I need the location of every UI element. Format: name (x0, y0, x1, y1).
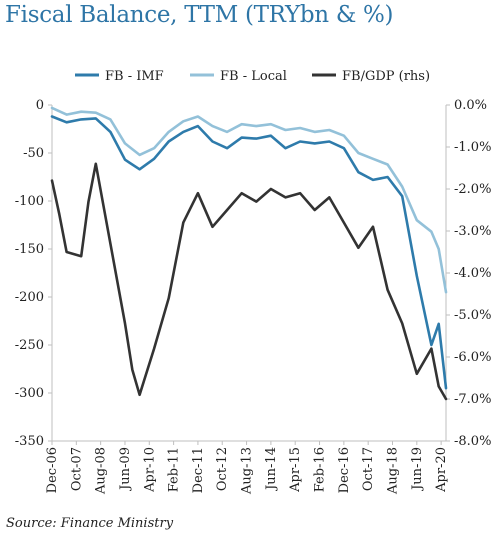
x-tick-label: Dec-16 (337, 447, 352, 493)
y-axis-right: 0.0% -1.0% -2.0% -3.0% -4.0% -5.0% -6.0% -7.0% -… (445, 98, 491, 449)
x-tick-label: Apr-15 (288, 447, 303, 493)
y-right-tick-label: -5.0% (454, 308, 491, 323)
fb-local-line (50, 106, 448, 294)
fb-gdp-line (50, 162, 448, 401)
y-right-tick-label: -7.0% (454, 392, 491, 407)
y-axis-left: 0 -50 -100 -150 -200 -250 -300 -350 (15, 98, 53, 449)
x-tick-label: Oct-12 (215, 447, 230, 491)
x-tick-label: Jun-14 (264, 447, 279, 492)
fb-imf-line (50, 115, 448, 390)
y-left-tick-label: 0 (36, 98, 44, 113)
y-right-tick-label: -3.0% (454, 224, 491, 239)
chart-title: Fiscal Balance, TTM (TRYbn & %) (5, 2, 394, 28)
y-right-tick-label: -2.0% (454, 182, 491, 197)
y-left-tick-label: -150 (15, 242, 44, 257)
source-note: Source: Finance Ministry (6, 516, 174, 531)
y-right-tick-label: -8.0% (454, 434, 491, 449)
x-tick-label: Jun-09 (118, 447, 133, 492)
y-left-tick-label: -250 (15, 338, 44, 353)
y-left-tick-label: -100 (15, 194, 44, 209)
legend-label: FB/GDP (rhs) (342, 69, 430, 84)
y-left-tick-label: -300 (15, 386, 44, 401)
y-right-tick-label: -1.0% (454, 140, 491, 155)
x-axis: Dec-06 Oct-07 Aug-08 Jun-09 Apr-10 Feb-11 Dec-… (45, 440, 449, 495)
x-tick-label: Apr-10 (142, 447, 157, 493)
legend-label: FB - Local (220, 69, 287, 84)
y-right-tick-label: -4.0% (454, 266, 491, 281)
x-tick-label: Apr-20 (434, 447, 449, 493)
y-left-tick-label: -50 (23, 146, 44, 161)
legend: FB - IMF FB - Local FB/GDP (rhs) (75, 69, 430, 84)
legend-label: FB - IMF (105, 69, 164, 84)
x-tick-label: Aug-18 (385, 447, 400, 495)
x-tick-label: Aug-13 (240, 447, 255, 495)
x-tick-label: Oct-17 (361, 447, 376, 491)
x-tick-label: Jun-19 (410, 447, 425, 492)
x-tick-label: Aug-08 (94, 447, 109, 495)
series-lines (50, 106, 448, 401)
y-left-tick-label: -350 (15, 434, 44, 449)
x-tick-label: Dec-06 (45, 447, 60, 493)
x-tick-label: Feb-16 (313, 447, 328, 492)
y-right-tick-label: 0.0% (454, 98, 487, 113)
x-tick-label: Feb-11 (167, 447, 182, 492)
x-tick-label: Dec-11 (191, 447, 206, 493)
x-tick-label: Oct-07 (69, 447, 84, 491)
y-left-tick-label: -200 (15, 290, 44, 305)
y-right-tick-label: -6.0% (454, 350, 491, 365)
